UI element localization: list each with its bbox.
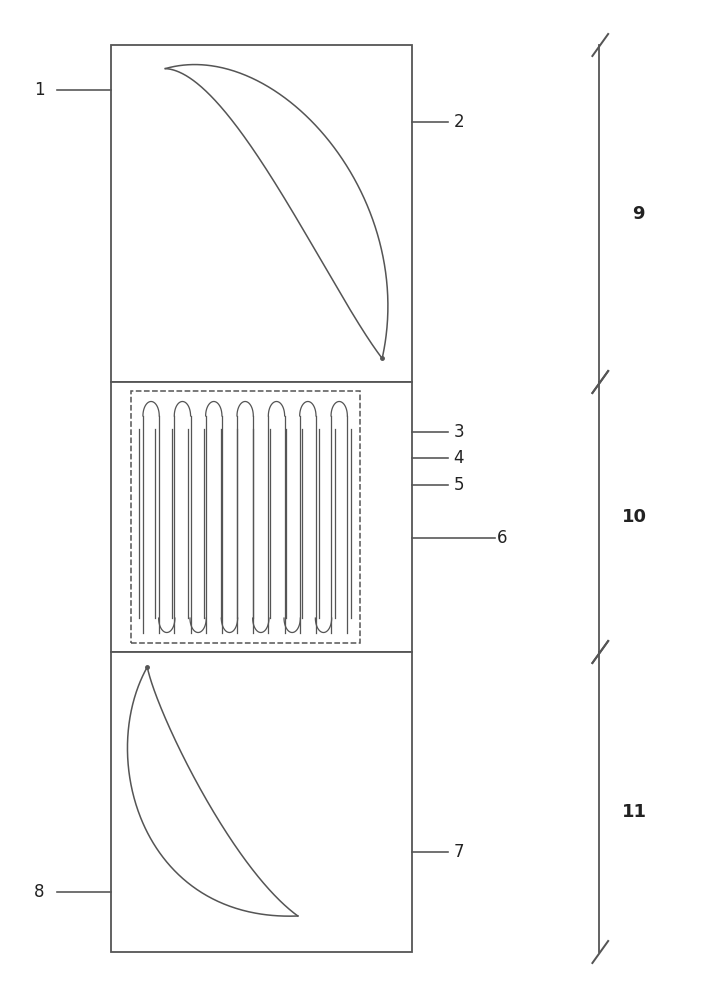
Bar <box>111 382 412 652</box>
Text: 5: 5 <box>454 476 464 494</box>
Bar <box>111 652 412 952</box>
Text: 2: 2 <box>454 113 464 131</box>
Text: 1: 1 <box>34 81 44 99</box>
Bar <box>130 391 359 643</box>
Text: 10: 10 <box>622 508 647 526</box>
Text: 7: 7 <box>454 843 464 861</box>
Text: 9: 9 <box>632 205 645 223</box>
Text: 4: 4 <box>454 449 464 467</box>
Text: 11: 11 <box>622 803 647 821</box>
Text: 3: 3 <box>454 423 464 441</box>
Text: 8: 8 <box>34 883 44 901</box>
Bar <box>111 45 412 382</box>
Text: 6: 6 <box>497 529 507 547</box>
